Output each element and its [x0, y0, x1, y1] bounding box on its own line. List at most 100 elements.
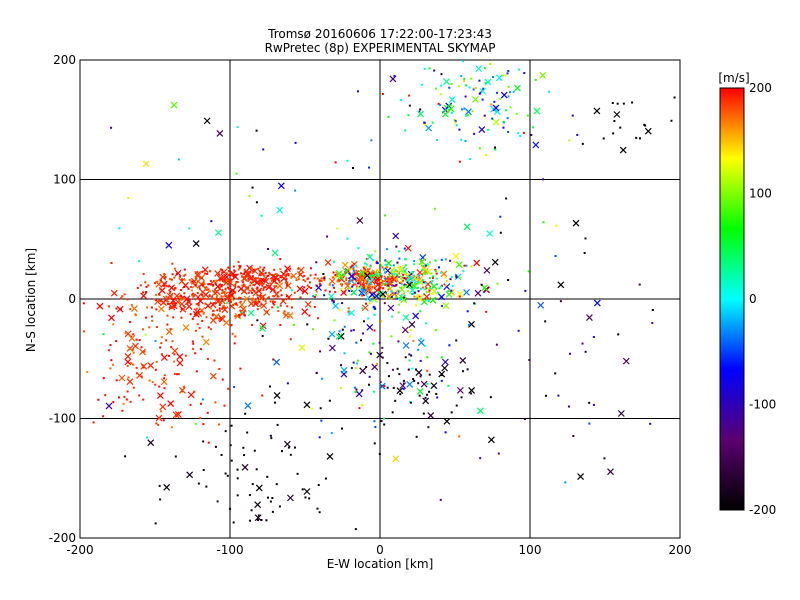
data-point: [461, 60, 464, 63]
data-point: [313, 277, 316, 280]
data-point: [362, 284, 365, 287]
data-point: [266, 310, 269, 313]
data-point: [406, 280, 409, 283]
data-point: [140, 362, 148, 370]
data-point: [243, 454, 246, 457]
data-point: [221, 271, 224, 274]
data-point: [387, 284, 390, 287]
data-point: [364, 280, 367, 283]
data-point: [389, 75, 397, 83]
data-point: [418, 274, 421, 277]
data-point: [322, 272, 325, 275]
data-point: [236, 468, 239, 471]
data-point: [196, 323, 199, 326]
data-point: [411, 274, 419, 282]
data-point: [196, 271, 199, 274]
data-point: [352, 284, 355, 287]
data-point: [427, 300, 430, 303]
data-point: [159, 300, 162, 303]
data-point: [224, 288, 227, 291]
data-point: [266, 475, 269, 478]
data-point: [244, 270, 252, 277]
data-point: [526, 114, 529, 117]
data-point: [424, 282, 427, 285]
data-point: [506, 117, 509, 120]
data-point: [343, 325, 346, 328]
data-point: [372, 307, 375, 310]
data-point: [452, 252, 460, 260]
data-point: [301, 287, 309, 295]
data-point: [421, 278, 424, 281]
data-point: [132, 348, 135, 351]
data-point: [228, 280, 231, 283]
data-point: [466, 368, 469, 371]
data-point: [423, 272, 426, 275]
data-point: [166, 302, 169, 305]
data-point: [168, 354, 171, 357]
data-point: [110, 126, 113, 129]
data-point: [273, 290, 280, 298]
data-point: [130, 304, 133, 307]
data-point: [239, 367, 242, 370]
data-point: [286, 382, 289, 385]
data-point: [367, 271, 370, 274]
data-point: [279, 324, 282, 327]
data-point: [170, 101, 178, 109]
data-point: [483, 114, 486, 117]
data-point: [320, 279, 323, 282]
data-point: [465, 114, 468, 117]
data-point: [165, 295, 168, 298]
data-point: [390, 335, 393, 338]
data-point: [577, 473, 585, 480]
data-point: [343, 352, 346, 355]
data-point: [253, 290, 256, 293]
data-point: [396, 261, 399, 264]
data-point: [142, 160, 150, 168]
data-point: [478, 147, 481, 150]
data-point: [286, 494, 294, 502]
data-point: [183, 309, 186, 312]
data-point: [179, 305, 187, 313]
data-point: [259, 282, 262, 285]
data-point: [408, 281, 411, 284]
data-point: [603, 457, 606, 460]
data-point: [144, 281, 147, 284]
data-point: [232, 274, 235, 277]
data-point: [453, 119, 456, 122]
data-point: [304, 280, 307, 283]
data-point: [447, 384, 450, 387]
data-point: [202, 423, 205, 426]
data-point: [378, 261, 381, 264]
data-point: [394, 292, 397, 295]
data-point: [351, 285, 354, 288]
data-point: [179, 275, 182, 278]
data-point: [572, 219, 580, 227]
data-point: [336, 227, 339, 230]
data-point: [403, 283, 406, 286]
data-point: [482, 87, 485, 90]
data-point: [159, 417, 162, 420]
data-point: [369, 275, 372, 278]
data-point: [224, 279, 227, 282]
data-point: [171, 273, 174, 276]
data-point: [264, 271, 267, 274]
data-point: [363, 267, 366, 270]
data-point: [361, 404, 364, 407]
data-point: [177, 373, 180, 376]
data-point: [154, 383, 157, 386]
data-point: [353, 386, 356, 389]
data-point: [267, 296, 270, 299]
data-point: [246, 431, 249, 434]
data-point: [460, 108, 463, 111]
data-point: [181, 296, 184, 299]
data-point: [358, 270, 365, 277]
data-point: [384, 214, 387, 217]
data-point: [356, 273, 359, 276]
data-point: [351, 264, 354, 267]
data-point: [209, 372, 217, 380]
data-point: [232, 265, 235, 268]
data-point: [116, 305, 124, 313]
data-point: [340, 288, 343, 291]
data-point: [397, 290, 400, 293]
data-point: [376, 268, 379, 271]
